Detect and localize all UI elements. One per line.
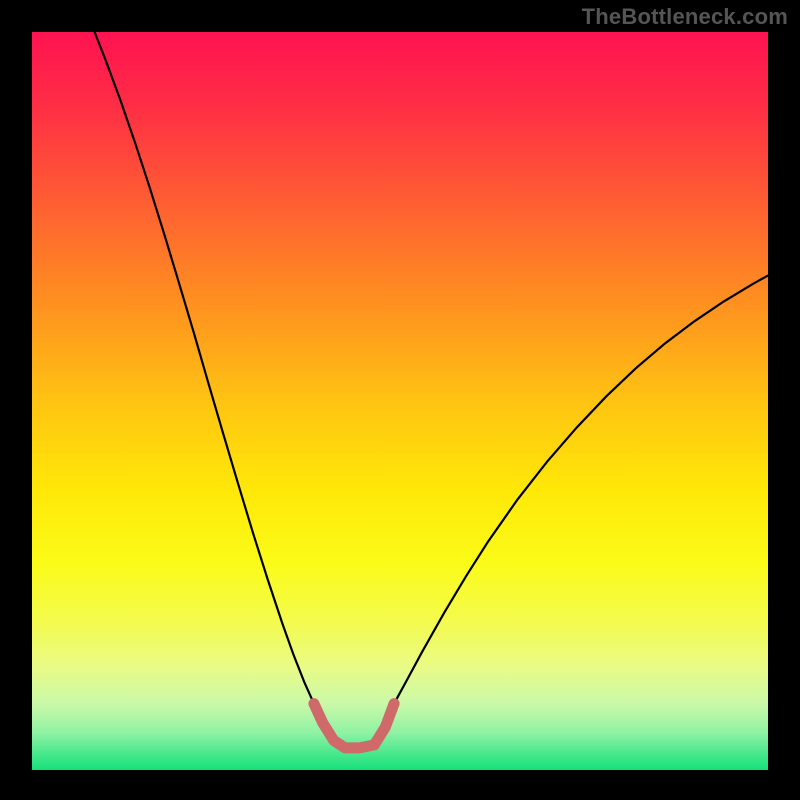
watermark-text: TheBottleneck.com [582,4,788,30]
plot-background [32,32,768,770]
figure-container: TheBottleneck.com [0,0,800,800]
bottleneck-chart [0,0,800,800]
